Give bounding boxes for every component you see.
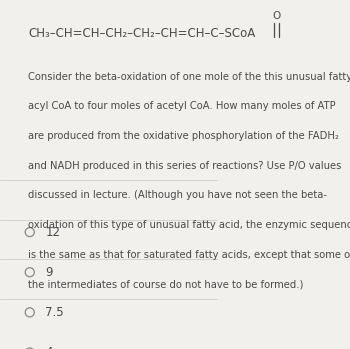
Text: 9: 9: [46, 266, 53, 279]
Text: 4: 4: [46, 346, 53, 349]
Text: oxidation of this type of unusual fatty acid, the enzymic sequence: oxidation of this type of unusual fatty …: [28, 220, 350, 230]
Text: and NADH produced in this series of reactions? Use P/O values: and NADH produced in this series of reac…: [28, 161, 341, 171]
Text: the intermediates of course do not have to be formed.): the intermediates of course do not have …: [28, 279, 303, 289]
Text: O: O: [272, 11, 281, 21]
Text: 7.5: 7.5: [46, 306, 64, 319]
Text: acyl CoA to four moles of acetyl CoA. How many moles of ATP: acyl CoA to four moles of acetyl CoA. Ho…: [28, 101, 336, 111]
Text: is the same as that for saturated fatty acids, except that some of: is the same as that for saturated fatty …: [28, 250, 350, 260]
Text: Consider the beta-oxidation of one mole of the this unusual fatty: Consider the beta-oxidation of one mole …: [28, 72, 350, 82]
Text: are produced from the oxidative phosphorylation of the FADH₂: are produced from the oxidative phosphor…: [28, 131, 339, 141]
Text: CH₃–CH=CH–CH₂–CH₂–CH=CH–C–SCoA: CH₃–CH=CH–CH₂–CH₂–CH=CH–C–SCoA: [28, 27, 255, 40]
Text: discussed in lecture. (Although you have not seen the beta-: discussed in lecture. (Although you have…: [28, 190, 327, 200]
Text: 12: 12: [46, 225, 61, 239]
